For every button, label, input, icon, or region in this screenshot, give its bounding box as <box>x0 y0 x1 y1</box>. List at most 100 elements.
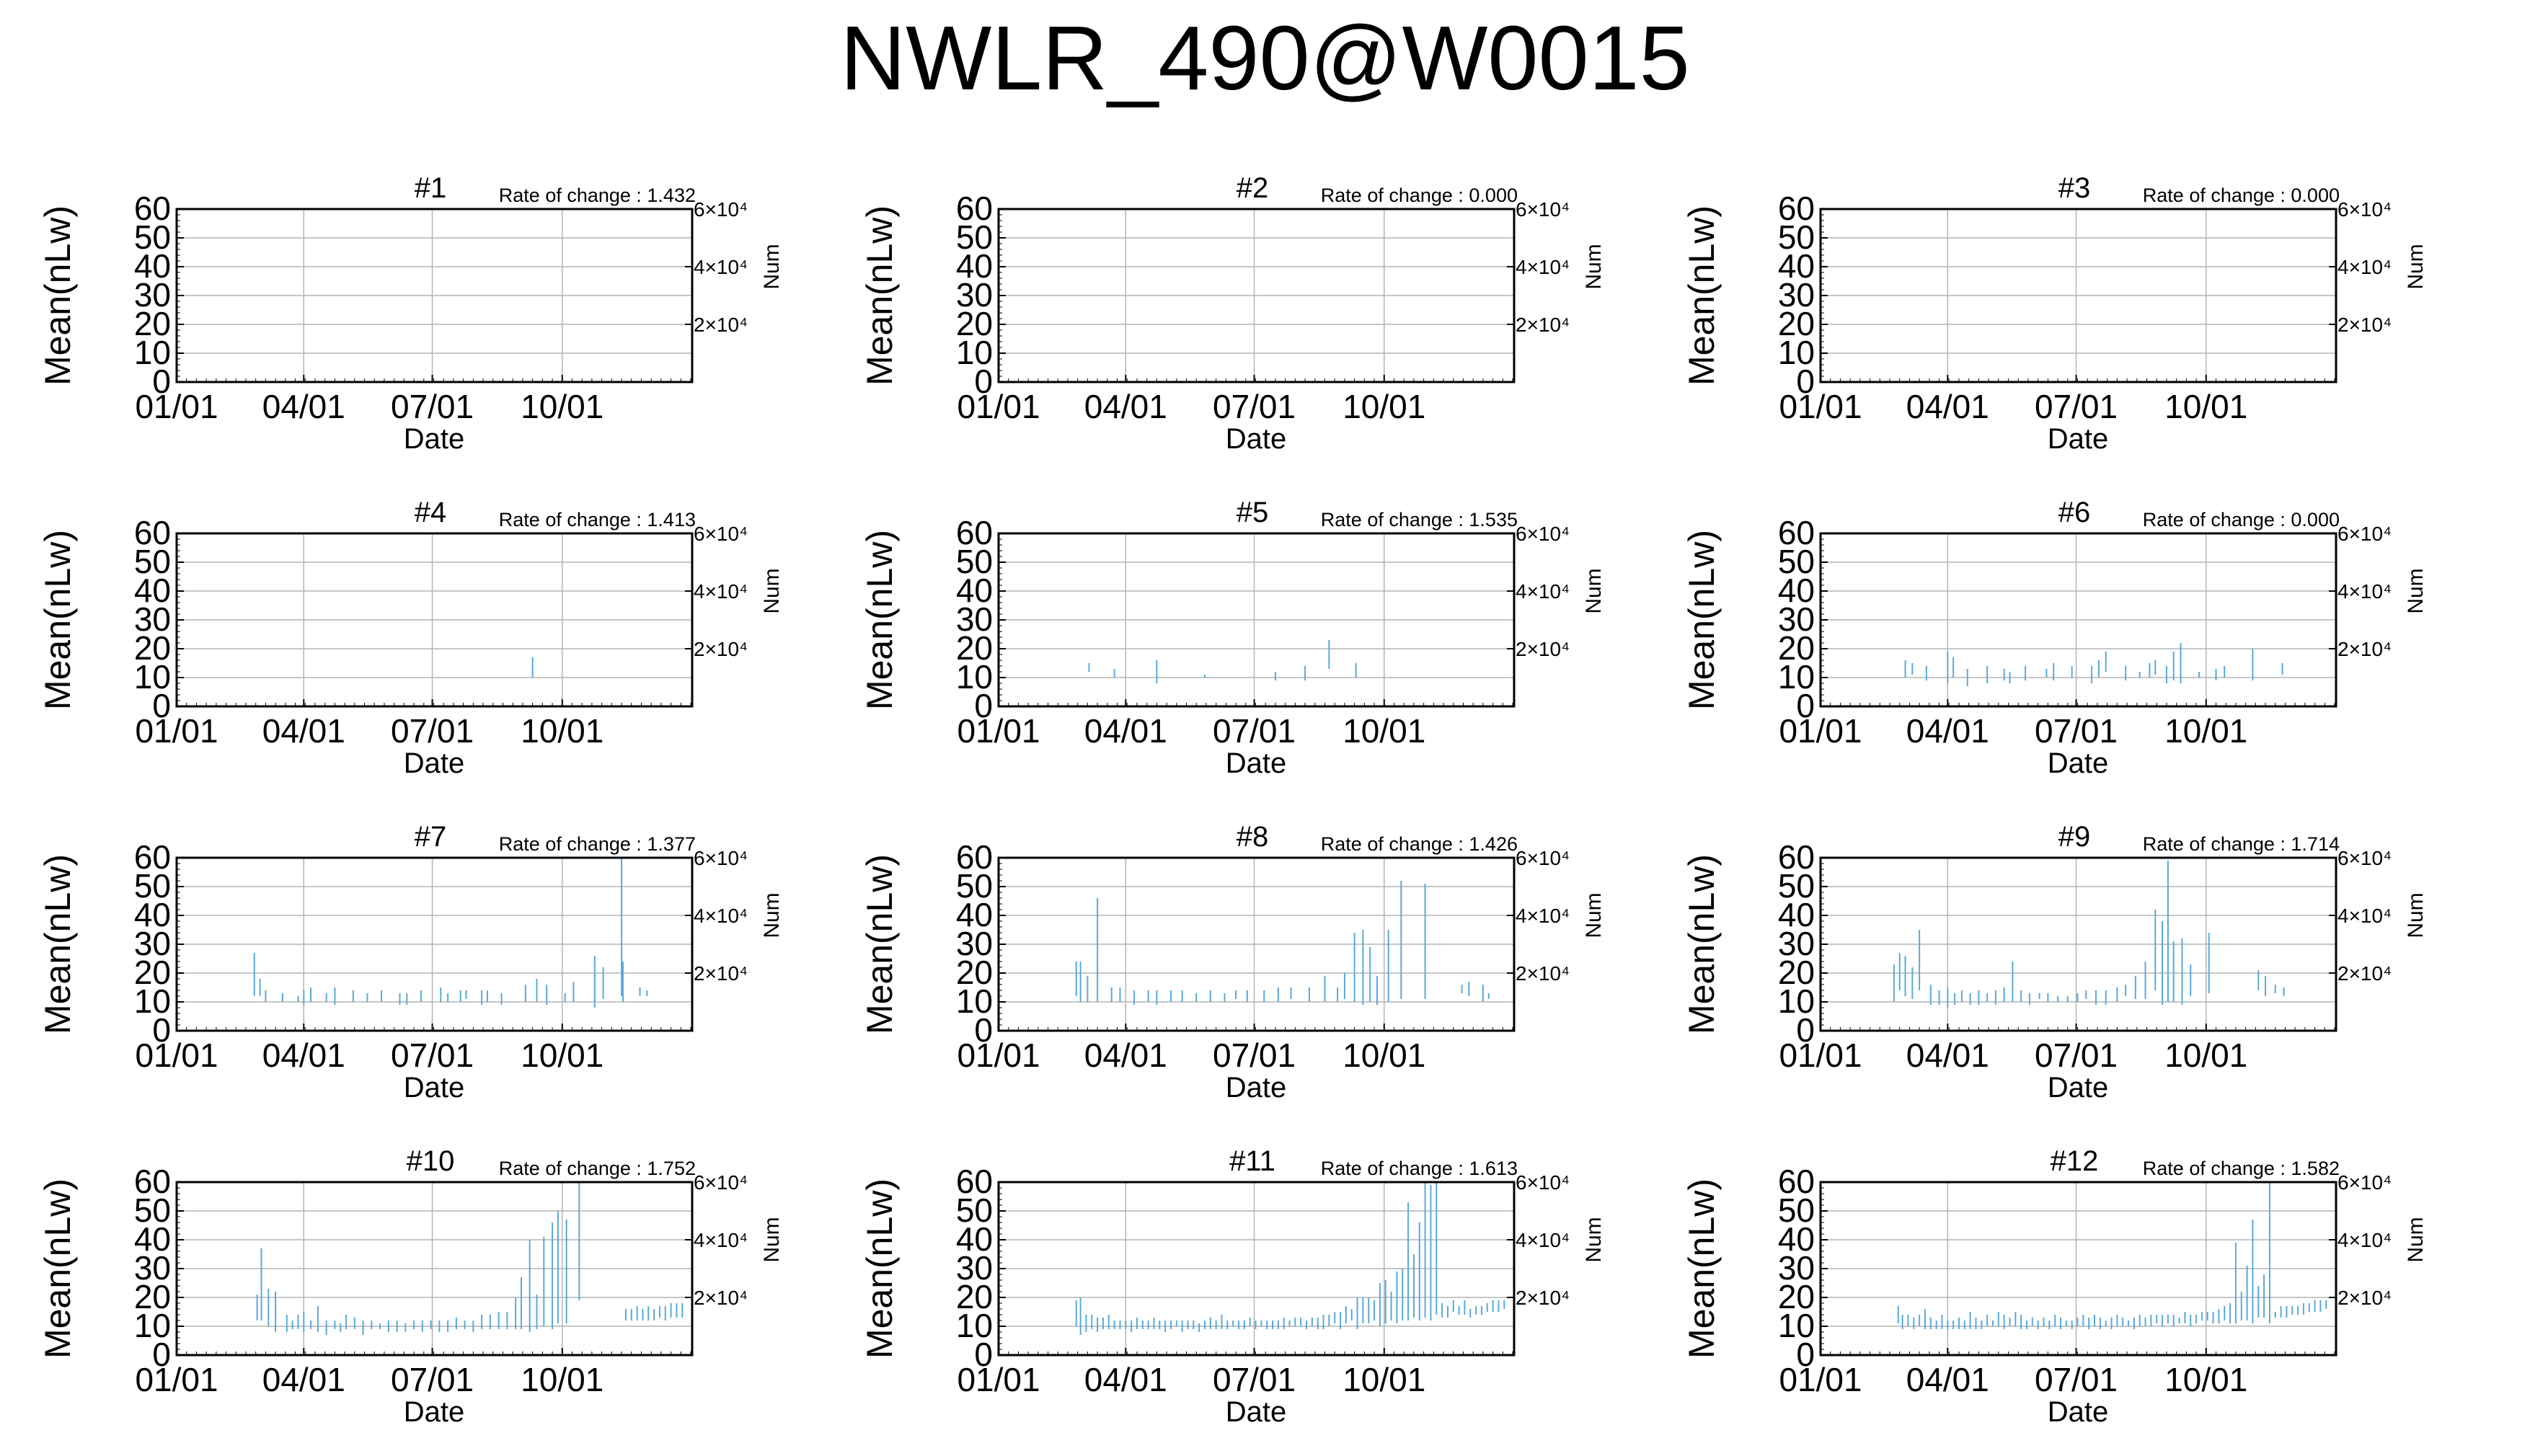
y-tick-label: 0 <box>1796 363 1815 400</box>
panel-title: #4 <box>415 497 447 528</box>
x-tick-label: 07/01 <box>1213 1361 1296 1398</box>
y-tick-label: 0 <box>152 1011 171 1049</box>
y-tick-label: 30 <box>134 276 171 314</box>
gridlines <box>177 209 692 382</box>
chart-panel: 0 10 20 30 40 50 60 2×10⁴ 4×10⁴ 6×10⁴ 01/01 04/01 07… <box>1644 159 2466 483</box>
y-tick-label: 60 <box>1778 514 1815 551</box>
y-tick-label: 60 <box>134 190 171 227</box>
y2-tick-label: 2×10⁴ <box>2337 314 2392 336</box>
data-series <box>253 858 648 1008</box>
chart-panel: 0 10 20 30 40 50 60 2×10⁴ 4×10⁴ 6×10⁴ 01/01 04/01 07… <box>1644 1132 2466 1456</box>
y-tick-label: 50 <box>1778 218 1815 256</box>
rate-of-change: Rate of change : 1.535 <box>1321 509 1518 531</box>
y-tick-label: 50 <box>1778 1191 1815 1229</box>
y2-axis-label: Num <box>1582 1217 1606 1262</box>
y2-tick-label: 4×10⁴ <box>694 580 748 603</box>
y-tick-label: 0 <box>974 687 993 724</box>
y-tick-label: 20 <box>134 629 171 667</box>
x-tick-label: 01/01 <box>957 1036 1040 1074</box>
y2-tick-label: 6×10⁴ <box>694 847 748 869</box>
gridlines <box>1821 858 2336 1031</box>
x-tick-label: 04/01 <box>1084 388 1167 425</box>
x-axis-label: Date <box>404 747 465 779</box>
data-series <box>256 1182 684 1335</box>
y-tick-label: 20 <box>956 954 993 991</box>
y2-tick-label: 6×10⁴ <box>1516 523 1570 545</box>
y-tick-label: 50 <box>134 1191 171 1229</box>
y-axis-label: Mean(nLw) <box>37 854 78 1034</box>
x-axis-label: Date <box>1226 423 1287 455</box>
panel-title: #7 <box>415 821 447 853</box>
chart-panel: 0 10 20 30 40 50 60 2×10⁴ 4×10⁴ 6×10⁴ 01/01 04/01 07… <box>822 1132 1644 1456</box>
y-tick-label: 50 <box>134 218 171 256</box>
x-tick-label: 10/01 <box>521 388 603 425</box>
y-tick-label: 60 <box>1778 190 1815 227</box>
y-tick-label: 60 <box>134 514 171 551</box>
y2-axis-label: Num <box>1582 244 1606 289</box>
gridlines <box>1821 209 2336 382</box>
y-tick-label: 10 <box>134 982 171 1020</box>
y-tick-label: 40 <box>1778 896 1815 933</box>
y-tick-label: 0 <box>1796 1011 1815 1049</box>
y2-tick-label: 6×10⁴ <box>694 1171 748 1194</box>
y-tick-label: 30 <box>956 600 993 638</box>
panel-title: #5 <box>1237 497 1269 528</box>
y-tick-label: 20 <box>134 954 171 991</box>
y-tick-label: 0 <box>974 1011 993 1049</box>
panel-title: #10 <box>407 1145 455 1177</box>
chart-panel: 0 10 20 30 40 50 60 2×10⁴ 4×10⁴ 6×10⁴ 01/01 04/01 07… <box>822 159 1644 483</box>
x-axis-label: Date <box>1226 1072 1287 1104</box>
x-tick-label: 04/01 <box>1906 1036 1989 1074</box>
y2-axis-label: Num <box>1582 568 1606 613</box>
figure-title: NWLR_490@W0015 <box>840 7 1690 109</box>
data-series <box>1075 1182 1505 1335</box>
chart-panel: 0 10 20 30 40 50 60 2×10⁴ 4×10⁴ 6×10⁴ 01/01 04/01 07… <box>822 807 1644 1132</box>
y-tick-label: 0 <box>152 363 171 400</box>
x-axis-label: Date <box>2048 747 2109 779</box>
y2-tick-label: 6×10⁴ <box>2337 198 2392 221</box>
y2-tick-label: 2×10⁴ <box>2337 962 2392 985</box>
panel-title: #11 <box>1229 1145 1275 1177</box>
y-tick-label: 50 <box>1778 867 1815 905</box>
rate-of-change: Rate of change : 1.613 <box>1321 1158 1518 1179</box>
x-tick-label: 07/01 <box>1213 1036 1296 1074</box>
chart-panel: 0 10 20 30 40 50 60 2×10⁴ 4×10⁴ 6×10⁴ 01/01 04/01 07… <box>0 483 822 807</box>
x-tick-label: 01/01 <box>135 712 218 750</box>
rate-of-change: Rate of change : 0.000 <box>1321 185 1518 206</box>
y-tick-label: 0 <box>152 1336 171 1373</box>
panel-title: #12 <box>2051 1145 2099 1177</box>
y-tick-label: 0 <box>1796 1336 1815 1373</box>
y2-tick-label: 4×10⁴ <box>2337 256 2392 278</box>
y2-tick-label: 4×10⁴ <box>1516 1229 1570 1251</box>
y-tick-label: 20 <box>1778 954 1815 991</box>
y-tick-label: 50 <box>956 218 993 256</box>
y-tick-label: 60 <box>956 1163 993 1200</box>
x-tick-label: 10/01 <box>2164 1036 2247 1074</box>
gridlines <box>999 858 1514 1031</box>
y-tick-label: 60 <box>956 190 993 227</box>
panel-title: #3 <box>2058 172 2091 204</box>
chart-panel: 0 10 20 30 40 50 60 2×10⁴ 4×10⁴ 6×10⁴ 01/01 04/01 07… <box>0 807 822 1132</box>
chart-panel: 0 10 20 30 40 50 60 2×10⁴ 4×10⁴ 6×10⁴ 01/01 04/01 07… <box>0 159 822 483</box>
y2-tick-label: 4×10⁴ <box>694 905 748 927</box>
y2-tick-label: 2×10⁴ <box>1516 314 1570 336</box>
y-tick-label: 0 <box>1796 687 1815 724</box>
y-tick-label: 30 <box>956 925 993 962</box>
x-tick-label: 10/01 <box>1343 1036 1425 1074</box>
y-tick-label: 30 <box>956 276 993 314</box>
y-tick-label: 10 <box>1778 1307 1815 1344</box>
y-tick-label: 40 <box>956 1220 993 1258</box>
y-tick-label: 0 <box>152 687 171 724</box>
y2-axis-label: Num <box>2404 892 2428 938</box>
x-tick-label: 10/01 <box>1343 1361 1425 1398</box>
data-series <box>1088 640 1357 683</box>
rate-of-change: Rate of change : 1.432 <box>499 185 696 206</box>
gridlines <box>999 533 1514 706</box>
y-tick-label: 10 <box>134 334 171 371</box>
rate-of-change: Rate of change : 1.752 <box>499 1158 696 1179</box>
y-tick-label: 10 <box>956 658 993 696</box>
